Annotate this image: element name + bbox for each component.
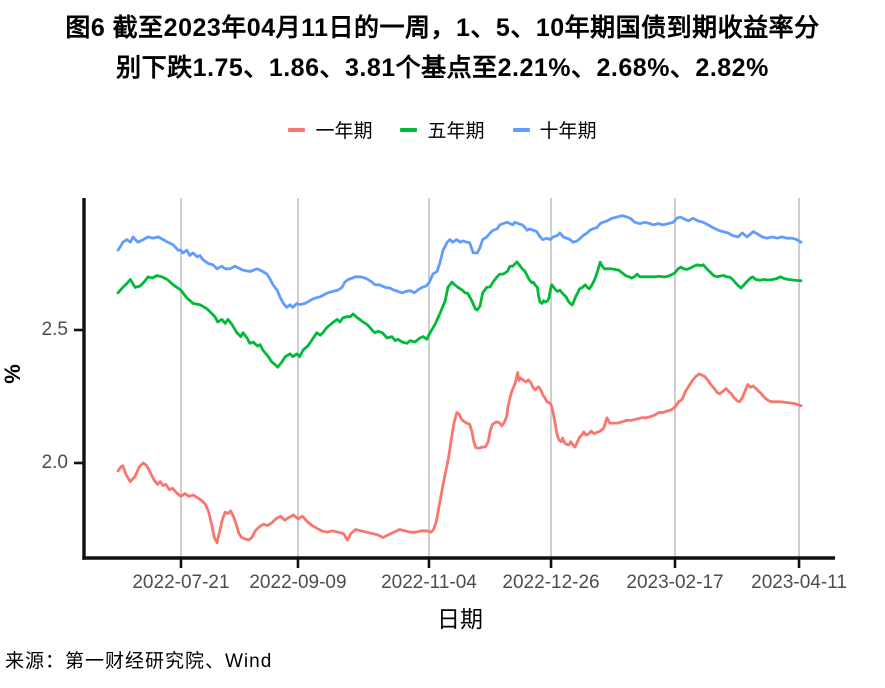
chart-title-line-2: 别下跌1.75、1.86、3.81个基点至2.21%、2.68%、2.82% (116, 54, 769, 82)
legend-item-10y: 十年期 (512, 116, 597, 143)
x-tick-label-2: 2022-11-04 (381, 572, 477, 593)
x-tick-label-4: 2023-02-17 (626, 572, 724, 593)
legend-label-5y: 五年期 (427, 121, 485, 142)
legend: 一年期 五年期 十年期 (0, 116, 885, 143)
y-tick-label-0: 2.0 (41, 452, 68, 473)
chart-title-line-1: 图6 截至2023年04月11日的一周，1、5、10年期国债到期收益率分 (65, 14, 820, 42)
line-series-0 (116, 371, 803, 545)
line-series-2 (116, 214, 803, 309)
axes (74, 198, 835, 568)
legend-item-5y: 五年期 (400, 116, 485, 143)
x-tick-label-1: 2022-09-09 (249, 572, 347, 593)
x-tick-label-0: 2022-07-21 (132, 572, 230, 593)
legend-line-swatch-10y (512, 127, 530, 132)
x-tick-label-3: 2022-12-26 (502, 572, 600, 593)
source-note: 来源：第一财经研究院、Wind (5, 651, 273, 672)
line-series-1 (116, 260, 803, 369)
gridlines (180, 198, 800, 558)
legend-item-1y: 一年期 (288, 116, 372, 143)
data-lines (116, 214, 803, 545)
y-tick-label-1: 2.5 (41, 319, 68, 340)
legend-label-1y: 一年期 (315, 121, 373, 142)
x-axis-title: 日期 (437, 606, 483, 632)
legend-label-10y: 十年期 (539, 121, 597, 142)
legend-line-swatch-1y (288, 127, 306, 132)
x-tick-label-5: 2023-04-11 (751, 572, 847, 593)
legend-line-swatch-5y (400, 127, 418, 132)
y-axis-title: % (0, 364, 25, 384)
